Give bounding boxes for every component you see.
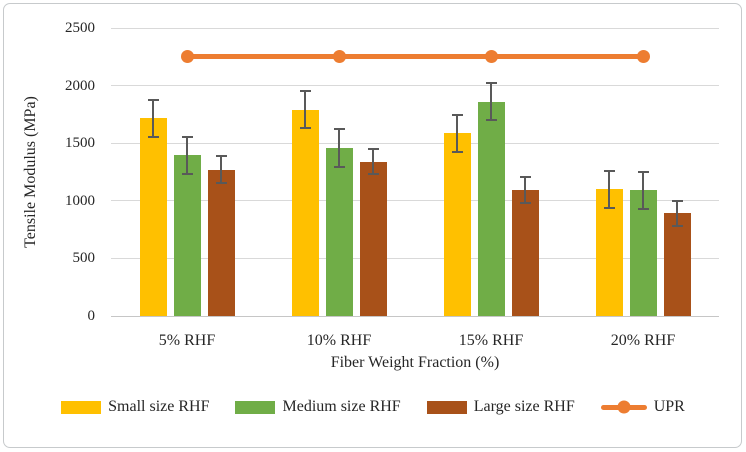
bar-large-size-rhf [359,161,387,316]
bar-large-size-rhf [511,189,539,316]
error-bar-cap-top [181,135,193,138]
error-bar [338,128,340,167]
error-bar-cap-bottom [215,181,227,184]
x-axis-line [111,315,719,317]
error-bar-cap-top [671,200,683,203]
error-bar-cap-bottom [333,165,345,168]
error-bar-cap-top [485,82,497,85]
upr-marker [180,50,194,64]
gridline [111,85,719,87]
error-bar-cap-bottom [451,150,463,153]
bar-large-size-rhf [207,169,235,316]
bar-small-size-rhf [595,189,623,316]
x-category-label: 15% RHF [458,332,524,349]
y-axis-title: Tensile Modulus (MPa) [22,96,39,248]
error-bar [220,156,222,183]
error-bar-cap-bottom [485,119,497,122]
error-bar-cap-top [299,90,311,93]
legend: Small size RHF Medium size RHF Large size … [0,398,746,416]
error-bar [152,100,154,137]
error-bar-cap-bottom [519,201,531,204]
bar-small-size-rhf [139,118,167,316]
y-tick-label: 1000 [65,192,95,209]
error-bar-cap-bottom [367,173,379,176]
x-category-label: 10% RHF [306,332,372,349]
y-tick-label: 500 [72,250,96,267]
error-bar-cap-top [333,127,345,130]
error-bar [186,136,188,174]
error-bar-cap-bottom [637,207,649,210]
error-bar-cap-top [215,155,227,158]
legend-dot-icon [617,400,631,414]
legend-line-marker-icon [600,400,647,414]
error-bar [608,170,610,208]
bar-medium-size-rhf [629,190,657,316]
error-bar [676,201,678,226]
upr-marker [332,50,346,64]
y-tick-label: 0 [87,308,96,324]
legend-label: UPR [653,398,685,415]
gridline [111,27,719,29]
y-tick-label: 1500 [65,135,95,152]
error-bar-cap-top [519,176,531,179]
x-axis-title: Fiber Weight Fraction (%) [330,354,500,371]
y-tick-label: 2500 [65,20,95,36]
x-category-label: 5% RHF [158,332,216,349]
bar-medium-size-rhf [477,101,505,316]
error-bar-cap-top [451,113,463,116]
legend-label: Medium size RHF [282,398,401,415]
bar-small-size-rhf [443,133,471,316]
error-bar-cap-bottom [603,206,615,209]
gridline [111,257,719,259]
legend-label: Large size RHF [473,398,575,415]
gridline [111,200,719,202]
legend-swatch-icon [235,400,276,414]
error-bar-cap-top [603,169,615,172]
error-bar [642,172,644,209]
error-bar-cap-bottom [299,127,311,130]
legend-item-large-size-rhf: Large size RHF [426,398,575,416]
legend-label: Small size RHF [108,398,210,415]
error-bar [490,83,492,121]
upr-marker [484,50,498,64]
error-bar-cap-top [637,171,649,173]
gridline [111,142,719,144]
x-category-label: 20% RHF [610,332,676,349]
error-bar [304,91,306,129]
legend-item-small-size-rhf: Small size RHF [61,398,209,416]
error-bar [524,177,526,203]
legend-item-medium-size-rhf: Medium size RHF [235,398,401,416]
error-bar-cap-bottom [147,135,159,138]
error-bar-cap-bottom [671,224,683,227]
error-bar-cap-bottom [181,172,193,175]
error-bar-cap-top [147,99,159,101]
upr-marker [636,50,650,64]
bar-medium-size-rhf [173,155,201,316]
error-bar [372,148,374,175]
error-bar-cap-top [367,147,379,150]
bar-medium-size-rhf [325,147,353,316]
bar-small-size-rhf [291,109,319,316]
y-tick-label: 2000 [65,77,95,94]
error-bar [456,114,458,152]
upr-line [187,54,643,60]
legend-item-upr: UPR [600,398,685,416]
bar-large-size-rhf [663,213,691,316]
legend-swatch-icon [61,400,102,414]
legend-swatch-icon [426,400,467,414]
